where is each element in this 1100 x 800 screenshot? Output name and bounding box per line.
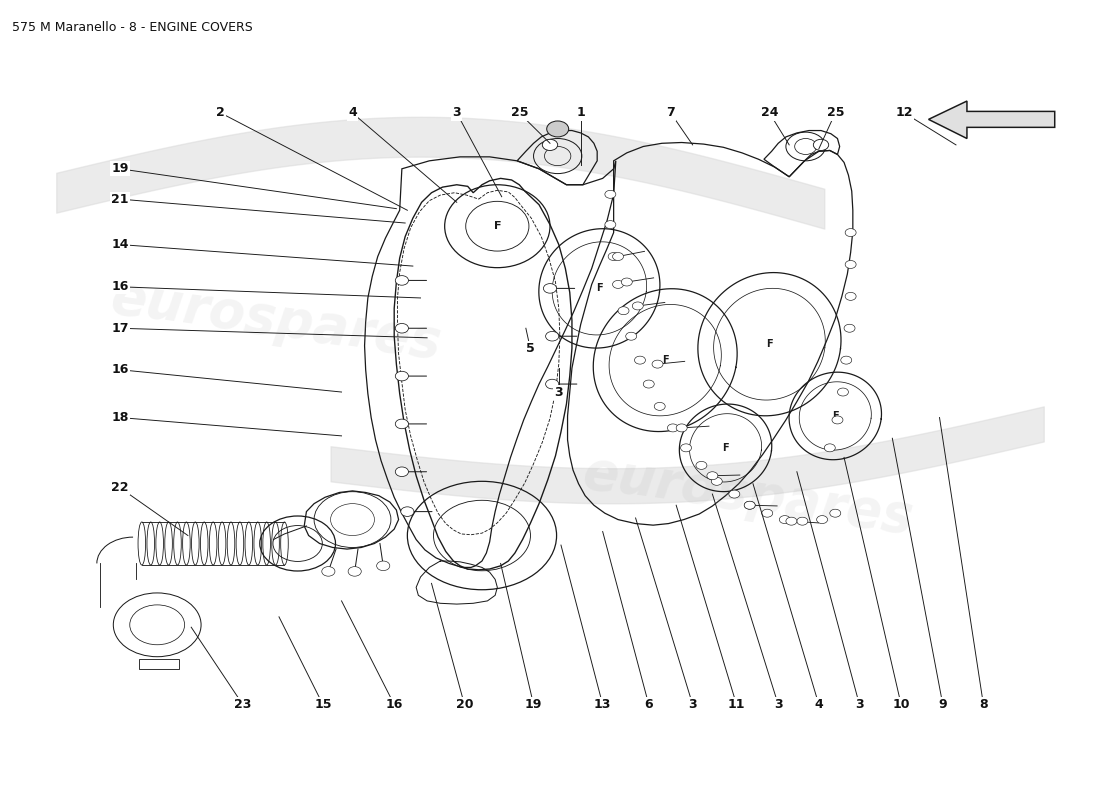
Circle shape	[676, 424, 688, 432]
Circle shape	[796, 517, 807, 525]
Circle shape	[696, 462, 707, 470]
Circle shape	[712, 478, 723, 486]
Text: F: F	[596, 283, 603, 294]
Text: 3: 3	[689, 698, 697, 711]
Text: F: F	[662, 355, 669, 365]
Text: 1: 1	[576, 106, 585, 119]
Circle shape	[824, 444, 835, 452]
Circle shape	[395, 276, 408, 285]
Circle shape	[779, 515, 790, 523]
Text: 7: 7	[667, 106, 675, 119]
Circle shape	[644, 380, 654, 388]
Circle shape	[543, 284, 557, 293]
Text: eurospares: eurospares	[579, 446, 916, 545]
Text: 18: 18	[111, 411, 129, 424]
Circle shape	[845, 261, 856, 269]
Text: F: F	[494, 222, 502, 231]
Circle shape	[322, 566, 334, 576]
Text: 6: 6	[645, 698, 653, 711]
Circle shape	[400, 507, 414, 516]
Circle shape	[681, 444, 692, 452]
Circle shape	[813, 139, 828, 150]
Circle shape	[605, 221, 616, 229]
Text: 575 M Maranello - 8 - ENGINE COVERS: 575 M Maranello - 8 - ENGINE COVERS	[12, 22, 253, 34]
Text: 16: 16	[111, 280, 129, 294]
Circle shape	[621, 278, 632, 286]
Text: 16: 16	[385, 698, 403, 711]
Circle shape	[654, 402, 666, 410]
Text: 5: 5	[526, 342, 535, 354]
Text: 25: 25	[510, 106, 528, 119]
Circle shape	[816, 515, 827, 523]
Text: 10: 10	[892, 698, 910, 711]
Circle shape	[635, 356, 646, 364]
Text: 24: 24	[761, 106, 778, 119]
Circle shape	[542, 139, 558, 150]
Circle shape	[546, 331, 559, 341]
Circle shape	[668, 424, 679, 432]
Text: 25: 25	[826, 106, 844, 119]
Text: 19: 19	[525, 698, 542, 711]
Text: 4: 4	[348, 106, 356, 119]
Text: 3: 3	[554, 386, 563, 398]
Text: 14: 14	[111, 238, 129, 251]
Circle shape	[829, 510, 840, 517]
Polygon shape	[928, 101, 1055, 138]
Circle shape	[546, 379, 559, 389]
Text: 23: 23	[234, 698, 252, 711]
Text: 12: 12	[895, 106, 913, 119]
Text: 19: 19	[111, 162, 129, 175]
Text: 13: 13	[594, 698, 612, 711]
Circle shape	[613, 253, 624, 261]
Text: eurospares: eurospares	[107, 271, 444, 370]
Text: 2: 2	[217, 106, 226, 119]
Circle shape	[608, 253, 619, 261]
Circle shape	[547, 121, 569, 137]
Circle shape	[845, 229, 856, 237]
Text: 3: 3	[774, 698, 782, 711]
Text: 4: 4	[814, 698, 823, 711]
Circle shape	[837, 388, 848, 396]
Text: F: F	[723, 443, 729, 453]
Text: 21: 21	[111, 193, 129, 206]
Text: 20: 20	[455, 698, 473, 711]
Circle shape	[785, 517, 796, 525]
Circle shape	[745, 502, 756, 510]
Circle shape	[395, 467, 408, 477]
Text: 8: 8	[979, 698, 988, 711]
Circle shape	[376, 561, 389, 570]
Text: 15: 15	[315, 698, 331, 711]
Text: 17: 17	[111, 322, 129, 334]
Circle shape	[395, 323, 408, 333]
Circle shape	[613, 281, 624, 288]
Circle shape	[745, 502, 756, 510]
Circle shape	[762, 510, 772, 517]
Text: F: F	[766, 339, 773, 349]
Text: 16: 16	[111, 363, 129, 376]
Circle shape	[348, 566, 361, 576]
Circle shape	[626, 332, 637, 340]
Text: 9: 9	[938, 698, 947, 711]
Text: 3: 3	[452, 106, 461, 119]
Text: F: F	[832, 411, 838, 421]
Circle shape	[395, 371, 408, 381]
Circle shape	[832, 416, 843, 424]
Circle shape	[845, 292, 856, 300]
Text: 22: 22	[111, 481, 129, 494]
Text: 3: 3	[855, 698, 864, 711]
Circle shape	[632, 302, 644, 310]
Circle shape	[652, 360, 663, 368]
Circle shape	[618, 306, 629, 314]
Circle shape	[605, 190, 616, 198]
Text: 11: 11	[728, 698, 746, 711]
Circle shape	[707, 472, 718, 480]
Circle shape	[395, 419, 408, 429]
Circle shape	[840, 356, 851, 364]
Circle shape	[729, 490, 740, 498]
Circle shape	[844, 324, 855, 332]
